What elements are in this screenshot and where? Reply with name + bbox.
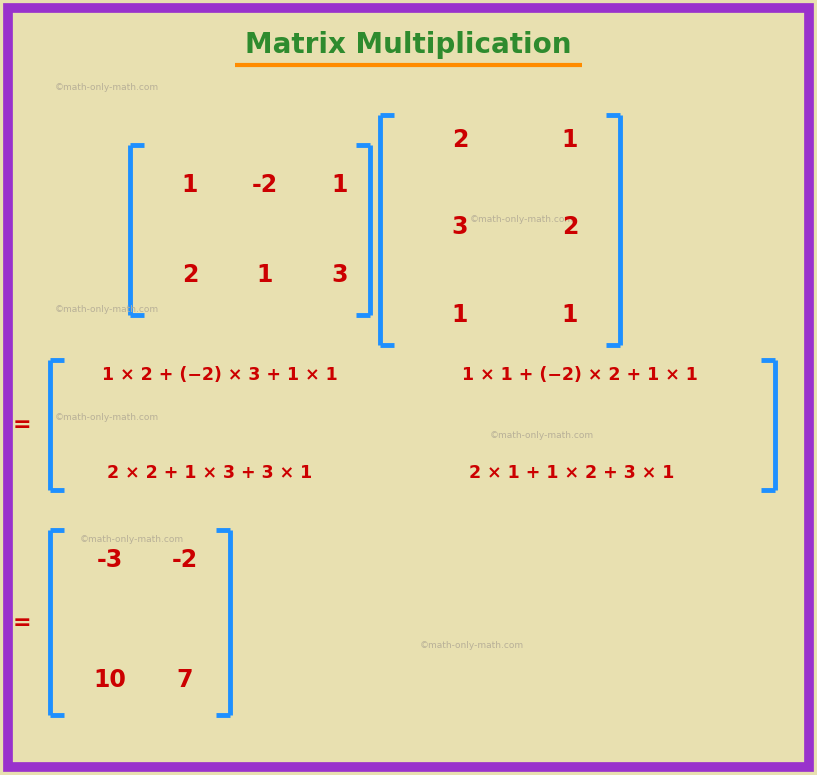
Text: 10: 10: [94, 668, 127, 692]
Text: 2 × 2 + 1 × 3 + 3 × 1: 2 × 2 + 1 × 3 + 3 × 1: [107, 464, 313, 482]
Text: Matrix Multiplication: Matrix Multiplication: [245, 31, 571, 59]
Text: ©math-only-math.com: ©math-only-math.com: [470, 215, 574, 225]
Text: =: =: [13, 613, 31, 633]
Text: 7: 7: [176, 668, 194, 692]
Text: ©math-only-math.com: ©math-only-math.com: [80, 536, 184, 545]
Text: ©math-only-math.com: ©math-only-math.com: [55, 305, 159, 315]
Text: 1: 1: [182, 173, 199, 197]
Text: 3: 3: [332, 263, 348, 287]
Text: 1: 1: [452, 303, 468, 327]
Text: -3: -3: [97, 548, 123, 572]
Text: 3: 3: [452, 215, 468, 239]
Text: ©math-only-math.com: ©math-only-math.com: [490, 430, 594, 439]
Text: 2: 2: [562, 215, 578, 239]
Text: =: =: [13, 415, 31, 435]
Text: 1: 1: [562, 303, 578, 327]
Text: 2 × 1 + 1 × 2 + 3 × 1: 2 × 1 + 1 × 2 + 3 × 1: [469, 464, 675, 482]
Text: 1 × 1 + (−2) × 2 + 1 × 1: 1 × 1 + (−2) × 2 + 1 × 1: [462, 366, 698, 384]
Text: 2: 2: [182, 263, 199, 287]
Text: 1: 1: [257, 263, 273, 287]
Text: -2: -2: [252, 173, 278, 197]
Text: ©math-only-math.com: ©math-only-math.com: [55, 412, 159, 422]
Text: 1: 1: [562, 128, 578, 152]
Text: ©math-only-math.com: ©math-only-math.com: [55, 82, 159, 91]
Text: ©math-only-math.com: ©math-only-math.com: [420, 640, 525, 649]
Text: -2: -2: [172, 548, 198, 572]
Text: 2: 2: [452, 128, 468, 152]
Text: 1 × 2 + (−2) × 3 + 1 × 1: 1 × 2 + (−2) × 3 + 1 × 1: [102, 366, 338, 384]
Text: 1: 1: [332, 173, 348, 197]
